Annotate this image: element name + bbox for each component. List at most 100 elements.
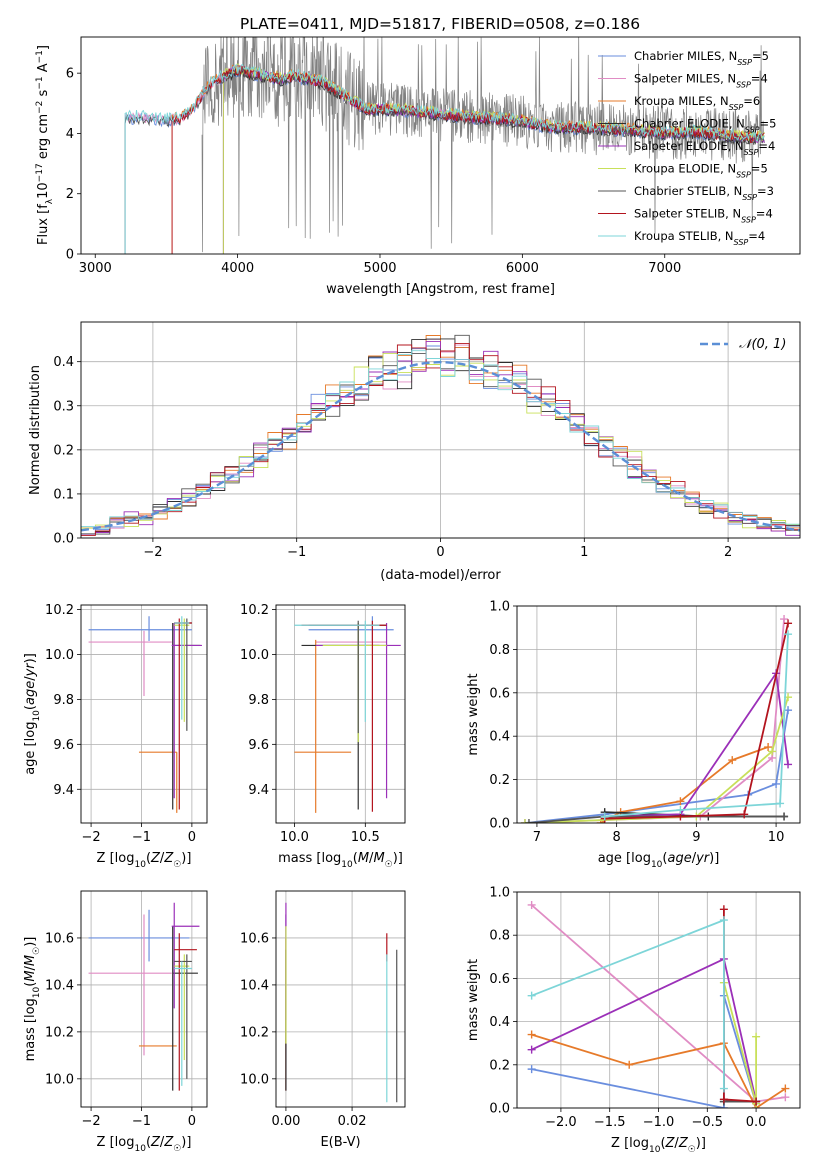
age-vs-mass-frame [275,604,406,824]
weight-vs-age-point-marker [600,812,609,821]
weight-vs-age-point-marker [676,805,685,814]
weight-vs-Z-point-marker [752,1032,761,1041]
residuals-ytick-label: 0.0 [53,532,74,547]
mass-vs-ebv-xtick-label: 0.02 [338,1114,367,1129]
weight-vs-age-series-line [604,634,789,818]
legend-entry: Salpeter ELODIE, NSSP=4 [634,139,775,157]
weight-vs-age-frame [516,605,801,824]
mass-vs-Z-xtick-label: −2 [81,1114,100,1129]
weight-vs-Z-point-marker [781,1084,790,1093]
weight-vs-age-xtick-label: 7 [533,830,541,845]
weight-vs-Z-ylabel: mass weight [466,959,481,1041]
weight-vs-age-xtick-label: 10 [768,830,785,845]
weight-vs-age-plot-area [520,615,793,823]
mass-vs-Z-frame [80,890,208,1108]
residuals-xtick-label: 0 [436,545,444,560]
age-vs-mass-panel: 10.0 10.5 9.4 9.6 9.8 10.0 10.2 mass [log10(M/M… [240,603,406,870]
age-vs-mass-ytick-label: 10.0 [240,648,269,663]
weight-vs-Z-point-marker [719,916,728,925]
weight-vs-age-ytick-label: 0.8 [489,643,510,658]
residuals-ytick-label: 0.2 [53,443,74,458]
legend-entry: Kroupa STELIB, NSSP=4 [634,229,765,247]
spectrum-data-line [201,37,765,253]
age-vs-Z-ytick-label: 10.2 [45,603,74,618]
gaussian-curve [81,360,800,532]
residual-histogram-step [81,350,800,529]
mass-vs-Z-ytick-label: 10.2 [45,1025,74,1040]
spectrum-xtick-label: 6000 [506,261,539,276]
age-vs-mass-xtick-label: 10.5 [351,830,380,845]
weight-vs-age-point-marker [784,630,793,639]
mass-vs-Z-xtick-label: 0 [188,1114,196,1129]
weight-vs-Z-ytick-label: 0.2 [489,1058,510,1073]
spectrum-ylabel: Flux [fλ10−17 erg cm−2 s−1 A−1] [35,45,55,245]
spectrum-xtick-label: 7000 [648,261,681,276]
weight-vs-Z-point-marker [625,1060,634,1069]
legend-entry: Kroupa MILES, NSSP=6 [634,94,760,112]
weight-vs-age-ytick-label: 1.0 [489,600,510,615]
age-vs-Z-ytick-label: 9.6 [53,738,74,753]
spectrum-xlabel: wavelength [Angstrom, rest frame] [326,282,555,297]
weight-vs-age-point-marker [784,760,793,769]
legend-entry: Salpeter STELIB, NSSP=4 [634,207,773,225]
spectrum-xtick-label: 4000 [221,261,254,276]
residuals-xtick-label: −2 [143,545,162,560]
weight-vs-age-ytick-label: 0.4 [489,730,510,745]
mass-vs-ebv-ytick-label: 10.6 [240,931,269,946]
weight-vs-Z-point-marker [719,1084,728,1093]
age-vs-Z-ylabel: age [log10(age/yr)] [23,653,42,775]
weight-vs-age-point-marker [764,743,773,752]
weight-vs-age-ylabel: mass weight [466,673,481,755]
age-vs-Z-ytick-label: 9.8 [53,693,74,708]
weight-vs-Z-point-marker [527,991,536,1000]
age-vs-mass-plot-area [294,616,401,813]
spectrum-ytick-label: 2 [66,187,74,202]
weight-vs-Z-xlabel: Z [log10(Z/Z☉)] [611,1136,706,1155]
residuals-xtick-label: 2 [724,545,732,560]
weight-vs-Z-ytick-label: 0.6 [489,972,510,987]
mass-vs-ebv-frame [275,890,406,1108]
weight-vs-Z-xtick-label: 0.0 [746,1115,767,1130]
mass-vs-Z-ytick-label: 10.4 [45,978,74,993]
weight-vs-Z-point-marker [527,900,536,909]
weight-vs-Z-panel: −2.0 −1.5 −1.0 −0.5 0.0 0.0 0.2 0.4 0.6 0.8 1.0 Z [… [466,886,801,1155]
age-vs-Z-plot-area [88,616,202,813]
weight-vs-age-point-marker [772,779,781,788]
spectrum-frame [80,36,801,255]
age-vs-Z-xtick-label: −2 [81,830,100,845]
mass-vs-ebv-xtick-label: 0.00 [271,1114,300,1129]
mass-vs-Z-ytick-label: 10.6 [45,931,74,946]
weight-vs-age-series-line [604,623,789,820]
weight-vs-Z-ytick-label: 0.8 [489,929,510,944]
spectrum-model-line [124,63,765,254]
residuals-xtick-label: −1 [287,545,306,560]
figure-title: PLATE=0411, MJD=51817, FIBERID=0508, z=0… [240,15,640,33]
residual-ylabel: Normed distribution [28,365,43,495]
mass-vs-Z-ylabel: mass [log10(M/M☉)] [23,937,42,1062]
weight-vs-age-point-marker [780,812,789,821]
legend-entry: Kroupa ELODIE, NSSP=5 [634,162,768,180]
residual-legend: 𝒩(0, 1) [700,337,786,352]
age-vs-Z-frame [80,604,208,824]
weight-vs-age-ytick-label: 0.2 [489,773,510,788]
residuals-ytick-label: 0.1 [53,487,74,502]
weight-vs-age-point-marker [776,799,785,808]
weight-vs-age-point-marker [676,797,685,806]
weight-vs-Z-point-marker [719,905,728,914]
mass-vs-ebv-ytick-label: 10.4 [240,978,269,993]
residuals-ytick-label: 0.3 [53,399,74,414]
weight-vs-Z-point-marker [719,1095,728,1104]
spectrum-panel: 3000 4000 5000 6000 7000 0 2 4 6 wavelength [Angs… [35,36,801,297]
weight-vs-age-point-marker [728,756,737,765]
residuals-xtick-label: 1 [580,545,588,560]
residuals-plot-area [81,334,800,536]
spectrum-xtick-label: 5000 [363,261,396,276]
weight-vs-age-point-marker [784,619,793,628]
weight-vs-age-panel: 7 8 9 10 0.0 0.2 0.4 0.6 0.8 1.0 age [log10(age/yr… [466,600,801,870]
age-vs-Z-panel: −2 −1 0 9.4 9.6 9.8 10.0 10.2 Z [log10(Z/Z☉)] age… [23,603,208,870]
gaussian-legend-label: 𝒩(0, 1) [739,337,786,352]
legend-entry: Salpeter MILES, NSSP=4 [634,72,768,90]
mass-vs-Z-ytick-label: 10.0 [45,1072,74,1087]
weight-vs-Z-plot-area [527,900,790,1108]
spectrum-model-line [171,65,765,254]
